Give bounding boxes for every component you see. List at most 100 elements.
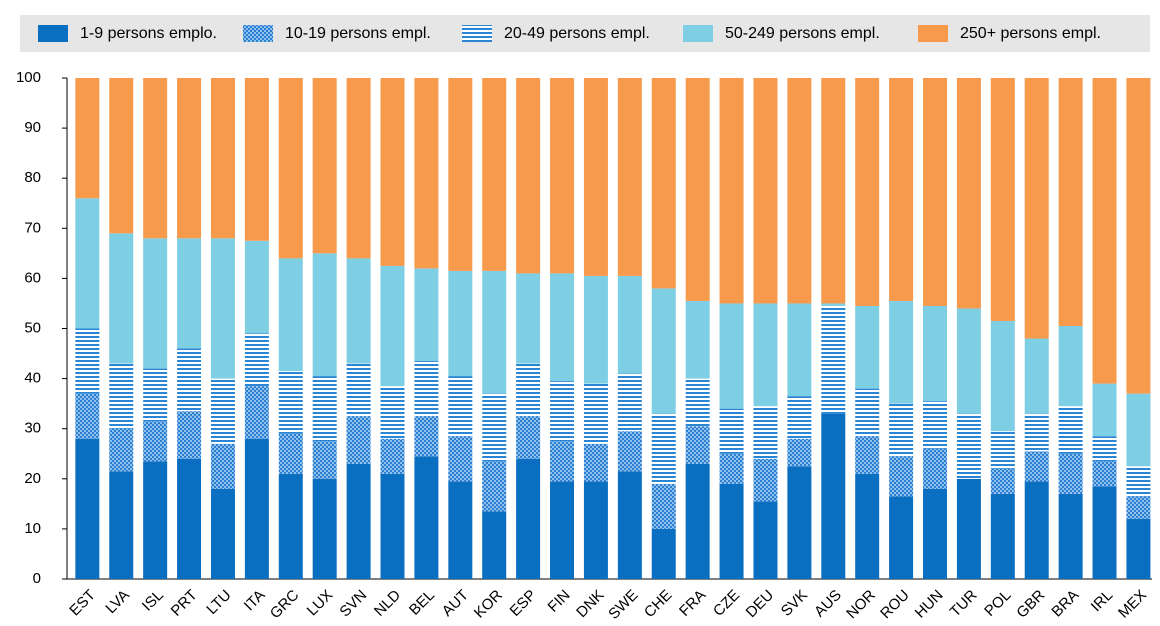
bar-segment [1024,78,1049,339]
bar-segment [346,463,371,579]
bar-segment [651,413,676,484]
bar-segment [855,78,880,306]
bar-segment [482,270,507,394]
bar-segment [923,448,947,489]
bar-segment [414,361,439,417]
bar-segment [143,238,168,369]
x-tick-label: NLD [371,587,404,620]
bar-segment [923,488,947,579]
bar-segment [482,511,507,579]
bar-segment [210,488,235,579]
bar-segment [482,393,507,462]
x-tick-label: LVA [102,587,133,618]
x-tick-label: CZE [710,587,743,620]
bar-segment [990,468,1015,494]
bar-segment [380,265,405,387]
bar-segment [821,78,846,304]
bar-segment [550,78,575,274]
x-tick-label: FIN [545,587,574,616]
y-tick-label: 40 [24,370,41,387]
bar-segment [787,438,812,467]
bar-segment [177,238,202,349]
bar-segment [109,363,134,429]
bar-segment [923,78,947,306]
y-tick-label: 10 [24,520,41,537]
y-tick-label: 60 [24,269,41,286]
bar-segment [685,300,710,379]
x-tick-label: AUT [439,587,472,620]
legend-swatch [683,25,713,42]
bar-segment [889,300,914,404]
bar-segment [719,453,744,484]
y-tick-label: 80 [24,169,41,186]
x-tick-label: TUR [947,586,981,620]
bar-segment [753,501,778,579]
y-tick-label: 70 [24,219,41,236]
bar-segment [889,496,914,579]
legend-bg [20,15,1150,52]
bar-segment [109,428,134,472]
x-tick-label: CHE [641,587,675,621]
bar-segment [1092,436,1117,462]
bar-segment [583,78,608,276]
bar-segment [210,443,235,489]
bar-segment [753,458,778,502]
bar-segment [685,426,710,464]
y-tick-label: 0 [33,570,41,587]
x-tick-label: ROU [877,587,913,621]
bar-segment [821,303,846,306]
x-tick-label: LTU [203,587,234,618]
bar-segment [787,466,812,579]
x-tick-label: GBR [1013,587,1048,621]
bar-segment [516,458,541,579]
bar-segment [448,436,473,482]
bar-segment [685,78,710,301]
bar-segment [244,333,269,387]
bar-segment [210,78,235,239]
bar-segment [143,78,168,239]
bar-segment [177,78,202,239]
bar-segment [75,198,100,329]
bar-segment [923,401,947,449]
bar-segment [414,456,439,579]
legend-label: 10-19 persons empl. [285,25,431,42]
bar-segment [583,275,608,384]
bar-segment [482,78,507,271]
x-tick-label: ITA [241,587,269,615]
legend-label: 20-49 persons empl. [504,25,650,42]
legend-label: 50-249 persons empl. [725,25,880,42]
bar-segment [244,78,269,241]
bar-segment [244,386,269,439]
bar-segment [651,528,676,579]
bar-segment [651,78,676,289]
legend-swatch [243,25,273,42]
x-tick-label: FRA [676,587,709,620]
bar-segment [990,493,1015,579]
bar-segment [143,421,168,462]
bar-segment [177,348,202,412]
bar-segment [1126,496,1151,519]
y-tick-label: 90 [24,119,41,136]
y-tick-label: 20 [24,470,41,487]
bar-segment [889,456,914,497]
x-tick-label: NOR [843,587,879,621]
bar-segment [583,383,608,444]
bar-segment [753,78,778,304]
bar-segment [448,376,473,437]
x-tick-label: ISL [139,587,167,615]
bar-segment [278,473,303,579]
x-tick-label: MEX [1115,587,1150,621]
bar-segment [143,368,168,422]
bar-segment [787,303,812,397]
bar-segment [1058,78,1083,326]
bar-segment [1024,338,1049,414]
bar-segment [956,413,981,479]
bar-segment [855,388,880,437]
legend-label: 250+ persons empl. [960,25,1101,42]
bar-segment [1126,393,1151,467]
bar-segment [821,305,846,414]
bar-segment [855,305,880,389]
bar-segment [1058,493,1083,579]
bar-segment [855,473,880,579]
bar-segment [312,78,337,254]
